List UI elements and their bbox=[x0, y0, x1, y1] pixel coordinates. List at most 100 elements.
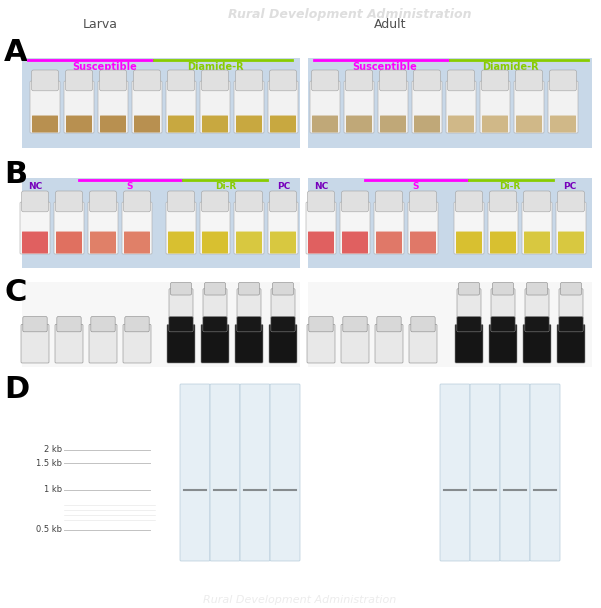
FancyBboxPatch shape bbox=[200, 81, 230, 133]
FancyBboxPatch shape bbox=[66, 70, 93, 91]
FancyBboxPatch shape bbox=[23, 317, 47, 332]
FancyBboxPatch shape bbox=[526, 283, 548, 295]
Text: S: S bbox=[413, 182, 419, 191]
Text: 2 kb: 2 kb bbox=[44, 446, 62, 455]
FancyBboxPatch shape bbox=[55, 191, 82, 212]
FancyBboxPatch shape bbox=[548, 81, 578, 133]
FancyBboxPatch shape bbox=[90, 191, 117, 212]
FancyBboxPatch shape bbox=[413, 70, 441, 91]
FancyBboxPatch shape bbox=[490, 232, 516, 254]
FancyBboxPatch shape bbox=[308, 191, 335, 212]
FancyBboxPatch shape bbox=[376, 232, 402, 254]
FancyBboxPatch shape bbox=[376, 191, 403, 212]
FancyBboxPatch shape bbox=[134, 116, 160, 133]
FancyBboxPatch shape bbox=[516, 116, 542, 133]
FancyBboxPatch shape bbox=[482, 116, 508, 133]
FancyBboxPatch shape bbox=[54, 202, 84, 254]
FancyBboxPatch shape bbox=[377, 317, 401, 332]
FancyBboxPatch shape bbox=[268, 81, 298, 133]
FancyBboxPatch shape bbox=[489, 325, 517, 363]
Text: B: B bbox=[4, 160, 27, 189]
FancyBboxPatch shape bbox=[125, 317, 149, 332]
FancyBboxPatch shape bbox=[168, 191, 195, 212]
FancyBboxPatch shape bbox=[22, 232, 48, 254]
Text: Larva: Larva bbox=[82, 18, 118, 31]
FancyBboxPatch shape bbox=[20, 202, 50, 254]
Text: Susceptible: Susceptible bbox=[353, 62, 417, 72]
FancyBboxPatch shape bbox=[270, 232, 296, 254]
FancyBboxPatch shape bbox=[341, 325, 369, 363]
Text: Rural Development Administration: Rural Development Administration bbox=[228, 8, 472, 21]
FancyBboxPatch shape bbox=[343, 317, 367, 332]
FancyBboxPatch shape bbox=[90, 232, 116, 254]
FancyBboxPatch shape bbox=[64, 81, 94, 133]
FancyBboxPatch shape bbox=[100, 70, 126, 91]
FancyBboxPatch shape bbox=[201, 325, 229, 363]
FancyBboxPatch shape bbox=[91, 317, 115, 332]
Text: 0.5 kb: 0.5 kb bbox=[36, 525, 62, 534]
FancyBboxPatch shape bbox=[168, 70, 195, 91]
FancyBboxPatch shape bbox=[235, 325, 263, 363]
FancyBboxPatch shape bbox=[269, 70, 296, 91]
FancyBboxPatch shape bbox=[310, 81, 340, 133]
FancyBboxPatch shape bbox=[409, 191, 436, 212]
FancyBboxPatch shape bbox=[346, 116, 372, 133]
FancyBboxPatch shape bbox=[270, 116, 296, 133]
Text: Diamide-R: Diamide-R bbox=[187, 62, 243, 72]
FancyBboxPatch shape bbox=[379, 70, 406, 91]
FancyBboxPatch shape bbox=[380, 116, 406, 133]
FancyBboxPatch shape bbox=[236, 232, 262, 254]
FancyBboxPatch shape bbox=[32, 116, 58, 133]
FancyBboxPatch shape bbox=[239, 283, 260, 295]
FancyBboxPatch shape bbox=[378, 81, 408, 133]
FancyBboxPatch shape bbox=[448, 116, 474, 133]
FancyBboxPatch shape bbox=[89, 325, 117, 363]
FancyBboxPatch shape bbox=[523, 191, 551, 212]
FancyBboxPatch shape bbox=[22, 58, 300, 148]
FancyBboxPatch shape bbox=[492, 283, 513, 295]
FancyBboxPatch shape bbox=[470, 384, 500, 561]
FancyBboxPatch shape bbox=[549, 70, 576, 91]
FancyBboxPatch shape bbox=[203, 317, 227, 332]
FancyBboxPatch shape bbox=[180, 384, 210, 561]
FancyBboxPatch shape bbox=[480, 81, 510, 133]
FancyBboxPatch shape bbox=[202, 232, 228, 254]
FancyBboxPatch shape bbox=[375, 325, 403, 363]
FancyBboxPatch shape bbox=[516, 70, 543, 91]
FancyBboxPatch shape bbox=[272, 283, 293, 295]
FancyBboxPatch shape bbox=[346, 70, 373, 91]
FancyBboxPatch shape bbox=[490, 191, 516, 212]
FancyBboxPatch shape bbox=[456, 232, 482, 254]
FancyBboxPatch shape bbox=[311, 70, 338, 91]
Text: PC: PC bbox=[278, 182, 291, 191]
FancyBboxPatch shape bbox=[237, 317, 261, 332]
FancyBboxPatch shape bbox=[168, 116, 194, 133]
FancyBboxPatch shape bbox=[236, 70, 263, 91]
FancyBboxPatch shape bbox=[559, 289, 583, 319]
FancyBboxPatch shape bbox=[448, 70, 474, 91]
FancyBboxPatch shape bbox=[236, 116, 262, 133]
FancyBboxPatch shape bbox=[446, 81, 476, 133]
FancyBboxPatch shape bbox=[169, 289, 193, 319]
FancyBboxPatch shape bbox=[203, 289, 227, 319]
FancyBboxPatch shape bbox=[524, 232, 550, 254]
Text: C: C bbox=[4, 278, 26, 307]
FancyBboxPatch shape bbox=[374, 202, 404, 254]
FancyBboxPatch shape bbox=[237, 289, 261, 319]
FancyBboxPatch shape bbox=[167, 325, 195, 363]
FancyBboxPatch shape bbox=[341, 191, 368, 212]
FancyBboxPatch shape bbox=[269, 325, 297, 363]
FancyBboxPatch shape bbox=[307, 325, 335, 363]
FancyBboxPatch shape bbox=[202, 116, 228, 133]
FancyBboxPatch shape bbox=[557, 325, 585, 363]
FancyBboxPatch shape bbox=[168, 232, 194, 254]
FancyBboxPatch shape bbox=[132, 81, 162, 133]
FancyBboxPatch shape bbox=[271, 289, 295, 319]
FancyBboxPatch shape bbox=[342, 232, 368, 254]
Text: D: D bbox=[4, 375, 29, 404]
FancyBboxPatch shape bbox=[454, 202, 484, 254]
FancyBboxPatch shape bbox=[201, 191, 228, 212]
FancyBboxPatch shape bbox=[171, 283, 192, 295]
FancyBboxPatch shape bbox=[200, 202, 230, 254]
FancyBboxPatch shape bbox=[306, 202, 336, 254]
